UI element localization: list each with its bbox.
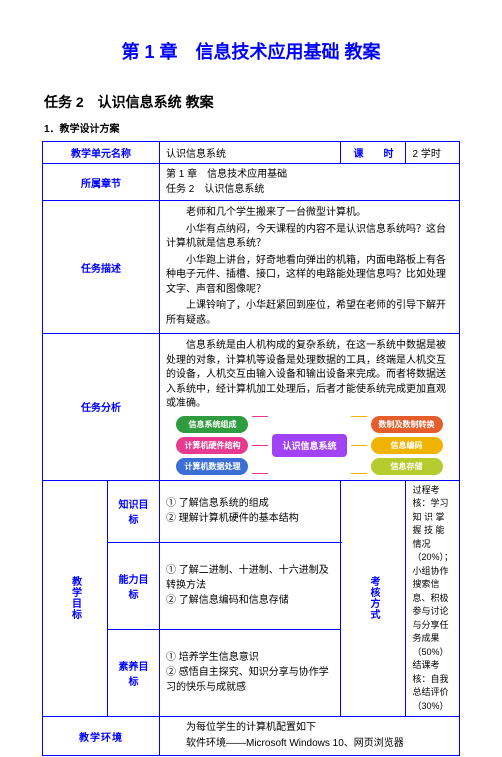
analysis-paragraph: 信息系统是由人机构成的复杂系统，在这一系统中数据是被处理的对象，计算机等设备是处… xyxy=(166,339,453,412)
cell-goal-ability-value: ① 了解二进制、十进制、十六进制及转换方法 ② 了解信息编码和信息存储 xyxy=(160,542,341,629)
cell-goal-quality-label: 素养目标 xyxy=(108,629,160,716)
mindmap-connector xyxy=(252,416,268,474)
cell-hours-label: 课 时 xyxy=(341,142,406,164)
goal-item: ② 理解计算机硬件的基本结构 xyxy=(166,511,334,526)
mindmap-node: 数制及数制转换 xyxy=(371,416,443,433)
cell-chapter-value: 第 1 章 信息技术应用基础 任务 2 认识信息系统 xyxy=(160,164,460,201)
task-title: 任务 2 认识信息系统 教案 xyxy=(44,92,460,112)
cell-hours-value: 2 学时 xyxy=(406,142,460,164)
mindmap-node: 信息编码 xyxy=(371,437,443,454)
cell-env-value: 为每位学生的计算机配置如下 软件环境——Microsoft Windows 10… xyxy=(160,717,460,756)
goal-item: ② 了解信息编码和信息存储 xyxy=(166,593,334,608)
cell-goals-vlabel: 教学目标 xyxy=(43,480,108,717)
cell-analysis-label: 任务分析 xyxy=(43,334,160,481)
desc-paragraph: 小华有点纳闷，今天课程的内容不是认识信息系统吗？这台计算机就是信息系统？ xyxy=(166,223,453,252)
lesson-plan-table: 教学单元名称 认识信息系统 课 时 2 学时 所属章节 第 1 章 信息技术应用… xyxy=(42,141,460,756)
cell-desc-value: 老师和几个学生搬来了一台微型计算机。 小华有点纳闷，今天课程的内容不是认识信息系… xyxy=(160,201,460,334)
goal-item: ① 培养学生信息意识 xyxy=(166,650,334,665)
cell-unit-label: 教学单元名称 xyxy=(43,142,160,164)
cell-assess-vlabel: 考核方式 xyxy=(341,480,406,717)
section-label: 1．教学设计方案 xyxy=(44,120,460,135)
mindmap-node: 信息系统组成 xyxy=(176,416,248,433)
cell-assess-value: 过程考核：学习知 识 掌 握 技 能情况（20%）；小组协作搜索信息、积极参与讨… xyxy=(406,480,460,717)
mindmap-center-node: 认识信息系统 xyxy=(272,434,346,457)
cell-unit-value: 认识信息系统 xyxy=(160,142,341,164)
page-title: 第 1 章 信息技术应用基础 教案 xyxy=(42,38,460,64)
goal-item: ① 了解二进制、十进制、十六进制及转换方法 xyxy=(166,563,334,593)
mindmap-connector xyxy=(351,416,367,474)
cell-desc-label: 任务描述 xyxy=(43,201,160,334)
cell-goal-ability-label: 能力目标 xyxy=(108,542,160,629)
desc-paragraph: 小华跑上讲台，好奇地看向弹出的机箱，内面电路板上有各种电子元件、插槽、接口，这样… xyxy=(166,254,453,298)
cell-env-label: 教学环境 xyxy=(43,717,160,756)
mindmap-node: 信息存储 xyxy=(371,458,443,475)
chapter-line: 第 1 章 信息技术应用基础 xyxy=(166,167,453,182)
desc-paragraph: 上课铃响了，小华赶紧回到座位，希望在老师的引导下解开所有疑惑。 xyxy=(166,299,453,328)
mindmap-node: 计算机硬件结构 xyxy=(176,437,248,454)
goal-item: ① 了解信息系统的组成 xyxy=(166,496,334,511)
env-line: 软件环境——Microsoft Windows 10、网页浏览器 xyxy=(166,736,453,752)
mindmap-right-col: 数制及数制转换 信息编码 信息存储 xyxy=(371,416,443,475)
chapter-line: 任务 2 认识信息系统 xyxy=(166,182,453,197)
mindmap-diagram: 信息系统组成 计算机硬件结构 计算机数据处理 认识信息系统 xyxy=(166,416,453,475)
cell-analysis-value: 信息系统是由人机构成的复杂系统，在这一系统中数据是被处理的对象，计算机等设备是处… xyxy=(160,334,460,481)
cell-chapter-label: 所属章节 xyxy=(43,164,160,201)
mindmap-node: 计算机数据处理 xyxy=(176,458,248,475)
cell-goal-knowledge-value: ① 了解信息系统的组成 ② 理解计算机硬件的基本结构 xyxy=(160,480,341,542)
goal-item: ② 感悟自主探究、知识分享与协作学习的快乐与成就感 xyxy=(166,665,334,695)
cell-goal-knowledge-label: 知识目标 xyxy=(108,480,160,542)
desc-paragraph: 老师和几个学生搬来了一台微型计算机。 xyxy=(166,206,453,221)
cell-goal-quality-value: ① 培养学生信息意识 ② 感悟自主探究、知识分享与协作学习的快乐与成就感 xyxy=(160,629,341,716)
mindmap-left-col: 信息系统组成 计算机硬件结构 计算机数据处理 xyxy=(176,416,248,475)
env-line: 为每位学生的计算机配置如下 xyxy=(166,720,453,736)
